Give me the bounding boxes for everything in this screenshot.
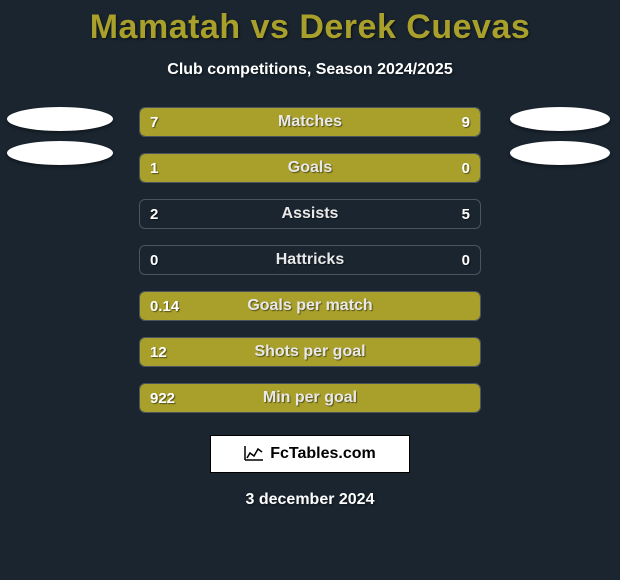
stat-row: 0.14Goals per match [139,291,481,321]
stat-row: 922Min per goal [139,383,481,413]
logo-text: FcTables.com [270,445,376,463]
badge-placeholder [510,107,610,131]
badge-placeholder [510,141,610,165]
left-badges [0,107,120,165]
player1-name: Mamatah [90,8,241,46]
date-text: 3 december 2024 [0,491,620,509]
chart-icon [244,445,264,464]
right-badges [500,107,620,165]
stat-row: 00Hattricks [139,245,481,275]
logo-box[interactable]: FcTables.com [210,435,410,473]
stat-label: Goals [140,154,480,182]
stat-label: Shots per goal [140,338,480,366]
stat-row: 79Matches [139,107,481,137]
stat-label: Assists [140,200,480,228]
stat-row: 10Goals [139,153,481,183]
badge-placeholder [7,141,113,165]
stat-row: 25Assists [139,199,481,229]
stat-bars: 79Matches 10Goals 25Assists 00Hattricks 0.14… [139,107,481,413]
vs-text: vs [251,8,290,46]
player2-name: Derek Cuevas [299,8,530,46]
stat-label: Matches [140,108,480,136]
subtitle: Club competitions, Season 2024/2025 [0,61,620,79]
stat-label: Goals per match [140,292,480,320]
comparison-title: Mamatah vs Derek Cuevas [0,0,620,47]
badge-placeholder [7,107,113,131]
stat-label: Hattricks [140,246,480,274]
comparison-content: 79Matches 10Goals 25Assists 00Hattricks 0.14… [0,107,620,413]
stat-label: Min per goal [140,384,480,412]
stat-row: 12Shots per goal [139,337,481,367]
